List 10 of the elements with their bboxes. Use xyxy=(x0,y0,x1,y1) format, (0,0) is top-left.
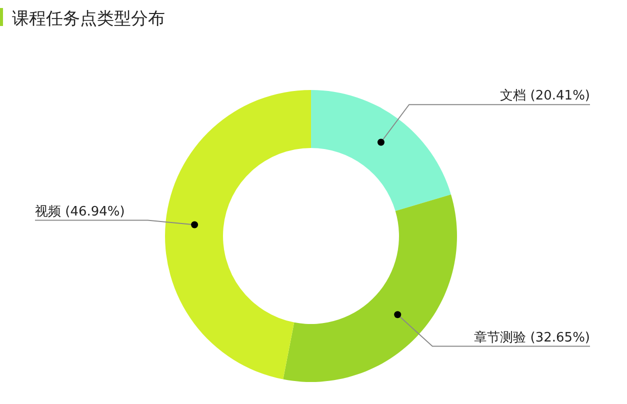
data-label: (32.65%) xyxy=(530,330,590,346)
chart-title: 课程任务点类型分布 xyxy=(12,9,165,29)
slice-label: 视频 xyxy=(35,204,66,220)
data-label: (46.94%) xyxy=(65,204,125,220)
donut-slice xyxy=(165,90,311,380)
slice-label: 文档 xyxy=(500,88,530,104)
donut-slice xyxy=(311,90,451,211)
data-label: (20.41%) xyxy=(530,88,590,104)
donut-slice xyxy=(283,194,457,382)
slice-label: 章节测验 xyxy=(474,330,530,346)
